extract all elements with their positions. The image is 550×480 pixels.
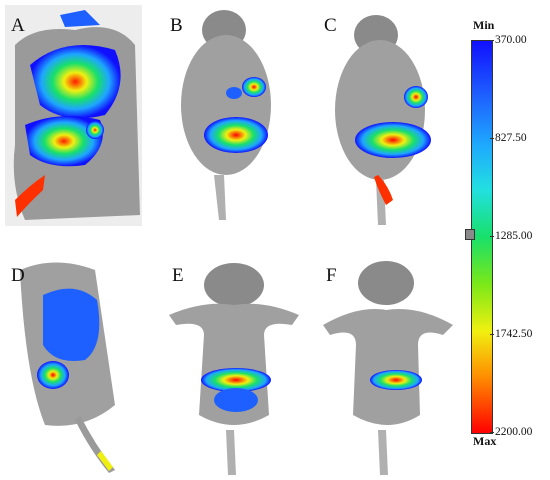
panel-label-b: B <box>170 15 183 36</box>
panel-a: A <box>5 5 142 226</box>
panel-label-e: E <box>172 265 184 286</box>
tick-mark <box>490 334 494 335</box>
panel-label-f: F <box>326 265 337 286</box>
tick-mark <box>490 40 494 41</box>
panel-f: F <box>318 255 458 476</box>
panel-label-c: C <box>324 15 337 36</box>
tick-label: 2200.00 <box>495 426 533 438</box>
tick-label: 1285.00 <box>495 230 533 242</box>
panel-d: D <box>5 255 142 476</box>
panel-e: E <box>164 255 304 476</box>
tick-mark <box>490 432 494 433</box>
colorbar-max-label: Max <box>473 434 497 448</box>
panel-c: C <box>318 5 448 226</box>
colorbar: Min 370.00 827.50 1285.00 1742.50 2200.0… <box>465 18 532 448</box>
panel-b: B <box>164 5 294 226</box>
tick-label: 370.00 <box>495 34 527 46</box>
colorbar-marker <box>465 229 475 240</box>
tick-mark <box>490 138 494 139</box>
panel-label-d: D <box>11 265 25 286</box>
tick-mark <box>490 236 494 237</box>
colorbar-min-label: Min <box>473 18 495 32</box>
tick-label: 1742.50 <box>495 328 533 340</box>
tick-label: 827.50 <box>495 132 527 144</box>
panel-label-a: A <box>11 15 25 36</box>
